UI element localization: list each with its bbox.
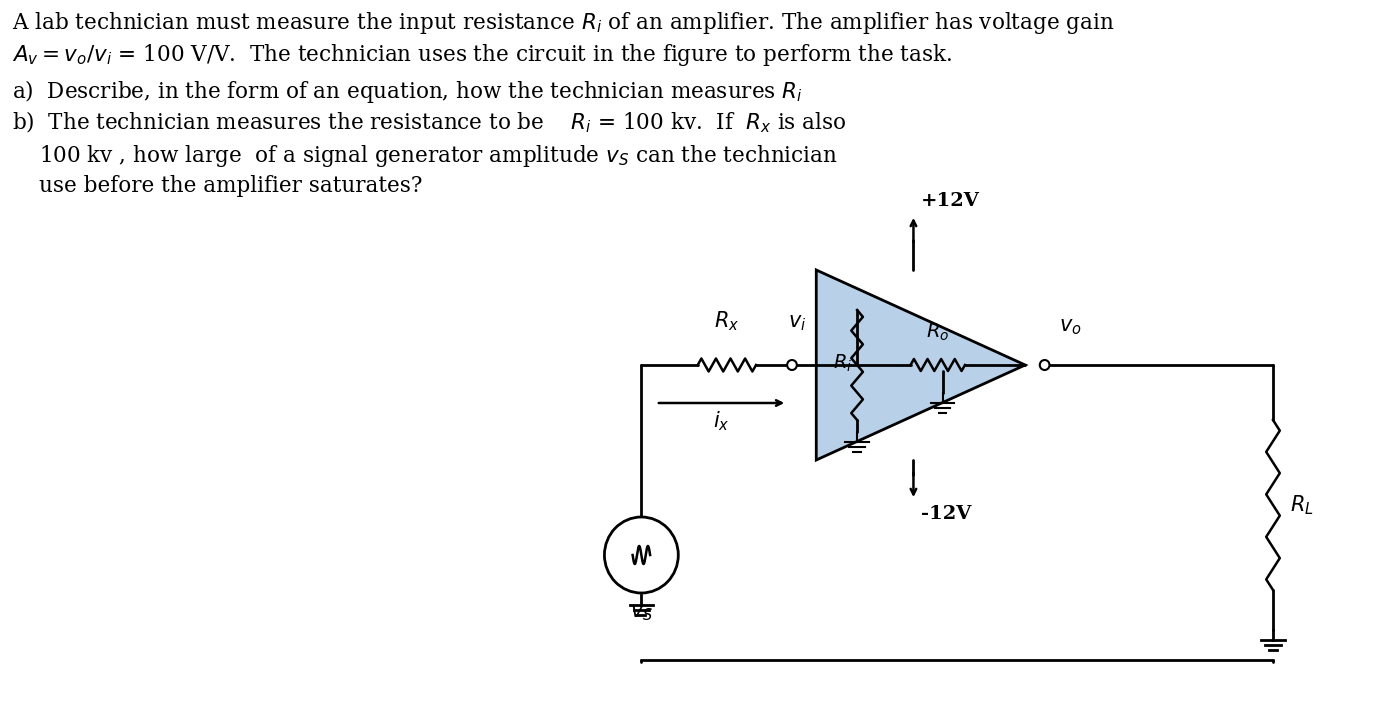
Text: +12V: +12V	[922, 192, 980, 210]
Text: a)  Describe, in the form of an equation, how the technician measures $R_i$: a) Describe, in the form of an equation,…	[11, 78, 803, 105]
Circle shape	[1039, 360, 1049, 370]
Text: $v_S$: $v_S$	[630, 603, 653, 623]
Text: $R_o$: $R_o$	[926, 322, 949, 343]
Text: $R_x$: $R_x$	[714, 309, 739, 333]
Text: -12V: -12V	[922, 505, 972, 523]
Text: $i_x$: $i_x$	[713, 409, 729, 432]
Text: use before the amplifier saturates?: use before the amplifier saturates?	[39, 175, 422, 197]
Text: b)  The technician measures the resistance to be    $R_i$ = 100 kv.  If  $R_x$ i: b) The technician measures the resistanc…	[11, 110, 846, 135]
Text: 100 kv , how large  of a signal generator amplitude $v_S$ can the technician: 100 kv , how large of a signal generator…	[39, 143, 837, 169]
Text: $v_i$: $v_i$	[787, 314, 805, 333]
Text: $R_L$: $R_L$	[1290, 494, 1315, 517]
Text: A lab technician must measure the input resistance $R_i$ of an amplifier. The am: A lab technician must measure the input …	[11, 10, 1114, 36]
Circle shape	[787, 360, 797, 370]
Text: $v_o$: $v_o$	[1059, 317, 1082, 337]
Text: $A_v = v_o/v_i$ = 100 V/V.  The technician uses the circuit in the figure to per: $A_v = v_o/v_i$ = 100 V/V. The technicia…	[11, 42, 952, 68]
Text: $R_i$: $R_i$	[833, 352, 853, 374]
Circle shape	[605, 517, 678, 593]
Polygon shape	[817, 270, 1026, 460]
